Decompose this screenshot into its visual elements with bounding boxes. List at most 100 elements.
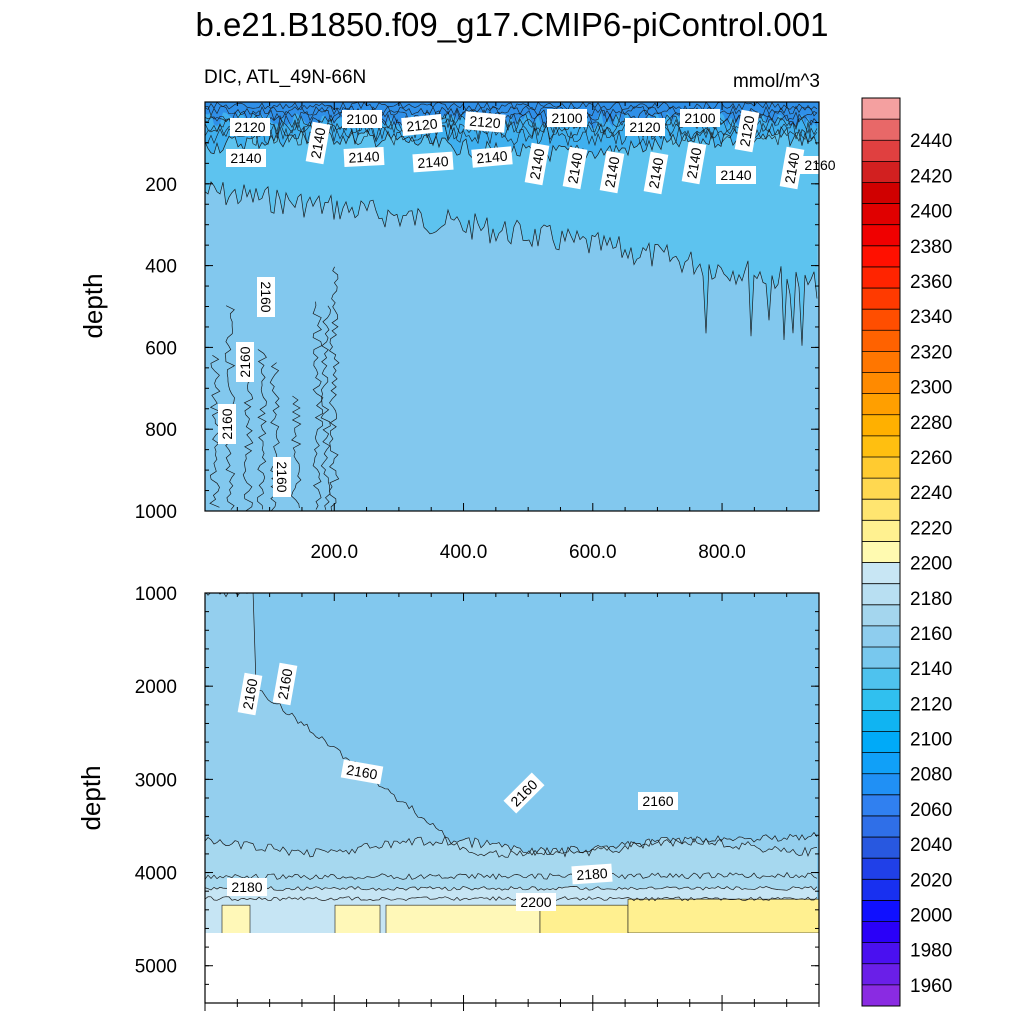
contour-label-box — [257, 277, 275, 317]
colorbar-label: 2040 — [910, 835, 952, 856]
colorbar-label: 2020 — [910, 870, 952, 891]
colorbar-label: 2440 — [910, 131, 952, 152]
colorbar-swatch — [862, 372, 900, 395]
colorbar-label: 2180 — [910, 589, 952, 610]
contour-label-box — [305, 121, 331, 165]
contour-label: 2180 — [571, 863, 613, 885]
contour-label-text: 2140 — [417, 153, 449, 171]
upper-y-axis-label: depth — [78, 273, 108, 338]
colorbar-swatch — [862, 478, 900, 500]
colorbar-swatch — [862, 499, 900, 521]
contour-label-text: 2140 — [307, 126, 328, 160]
contour-label: 2160 — [800, 156, 840, 174]
y-tick-label: 3000 — [135, 770, 177, 791]
lower-fill-2200-block — [627, 898, 819, 933]
contour-label-box — [226, 149, 266, 167]
colorbar-swatch — [862, 161, 900, 183]
contour-label-text: 2140 — [348, 148, 380, 166]
contour-label-box — [547, 109, 587, 127]
contour-label-text: 2200 — [520, 894, 551, 910]
colorbar-label: 2400 — [910, 202, 952, 223]
contour-label-text: 2120 — [406, 115, 439, 134]
contour-label-text: 2160 — [345, 761, 379, 782]
contour-surface-4 — [205, 117, 818, 135]
colorbar-label: 2280 — [910, 413, 952, 434]
x-tick-label: 800.0 — [698, 542, 746, 563]
contour-label-text: 2160 — [219, 408, 235, 439]
contour-label: 2140 — [524, 142, 550, 186]
contour-2195 — [205, 896, 818, 902]
contour-label-text: 2160 — [642, 793, 673, 809]
contour-2160-vertical — [291, 395, 302, 509]
contour-label-text: 2180 — [576, 865, 608, 883]
colorbar-swatch — [862, 879, 900, 901]
colorbar-label: 2320 — [910, 342, 952, 363]
colorbar-swatch — [862, 837, 900, 859]
contour-label-box — [471, 146, 513, 168]
y-tick-label: 200 — [145, 175, 177, 196]
colorbar-swatch — [862, 647, 900, 669]
colorbar: 1960 1980 2000 2020 2040 2060 2080 2100 2120 2140… — [861, 97, 952, 1007]
colorbar-swatch — [862, 182, 900, 205]
contour-label-text: 2140 — [645, 156, 666, 190]
contour-label: 2160 — [237, 672, 263, 716]
contour-label-box — [571, 863, 613, 885]
contour-label: 2140 — [779, 146, 805, 190]
colorbar-swatch — [862, 942, 900, 965]
colorbar-swatch — [862, 203, 900, 226]
colorbar-swatch — [862, 921, 900, 944]
contour-label-box — [562, 146, 588, 190]
contour-label: 2160 — [340, 759, 384, 785]
colorbar-swatch — [862, 351, 900, 374]
colorbar-label: 2300 — [910, 378, 952, 399]
contour-label: 2100 — [342, 110, 382, 128]
x-tick-label: 400.0 — [440, 542, 488, 563]
colorbar-swatch — [862, 562, 900, 585]
colorbar-label: 1960 — [910, 976, 952, 997]
lower-contour-lines — [205, 593, 818, 902]
contour-label-text: 2140 — [781, 151, 802, 185]
lower-fill-2200-block — [334, 904, 381, 933]
x-tick-label: 200.0 — [310, 542, 358, 563]
colorbar-swatch — [862, 731, 900, 754]
contour-label-box — [412, 151, 454, 173]
colorbar-swatch — [862, 245, 900, 268]
contour-label-box — [800, 156, 840, 174]
contour-label: 2160 — [273, 457, 291, 497]
contour-label-text: 2120 — [469, 113, 502, 132]
colorbar-label: 2060 — [910, 800, 952, 821]
contour-label-text: 2180 — [231, 879, 262, 895]
colorbar-swatch — [862, 773, 900, 796]
colorbar-swatch — [862, 604, 900, 627]
contour-label-box — [681, 141, 707, 185]
contour-label: 2160 — [218, 404, 236, 444]
contour-label-box — [734, 109, 760, 153]
contour-label-box — [680, 109, 720, 127]
y-tick-label: 1000 — [135, 502, 177, 523]
contour-label: 2160 — [236, 342, 254, 382]
colorbar-label: 2220 — [910, 518, 952, 539]
contour-2180 — [205, 871, 818, 880]
colorbar-label: 2420 — [910, 166, 952, 187]
lower-axes: 1000 2000 3000 4000 5000 — [135, 584, 820, 1011]
colorbar-label: 2120 — [910, 694, 952, 715]
contour-label: 2140 — [562, 146, 588, 190]
contour-label-text: 2140 — [564, 151, 585, 185]
contour-label: 2120 — [464, 111, 506, 133]
contour-label-box — [342, 110, 382, 128]
contour-2160-vertical — [328, 266, 340, 511]
contour-label: 2140 — [599, 150, 625, 194]
colorbar-swatch — [862, 520, 900, 542]
contour-label: 2180 — [227, 878, 267, 896]
colorbar-swatch — [862, 815, 900, 838]
contour-label-text: 2160 — [237, 346, 253, 377]
contour-surface-0 — [205, 102, 818, 111]
colorbar-swatch — [862, 288, 900, 310]
contour-label-text: 2100 — [684, 110, 715, 126]
contour-label: 2140 — [226, 149, 266, 167]
y-tick-label: 400 — [145, 257, 177, 278]
contour-label-text: 2140 — [601, 155, 622, 189]
colorbar-swatch — [862, 456, 900, 479]
contour-label-box — [273, 457, 291, 497]
